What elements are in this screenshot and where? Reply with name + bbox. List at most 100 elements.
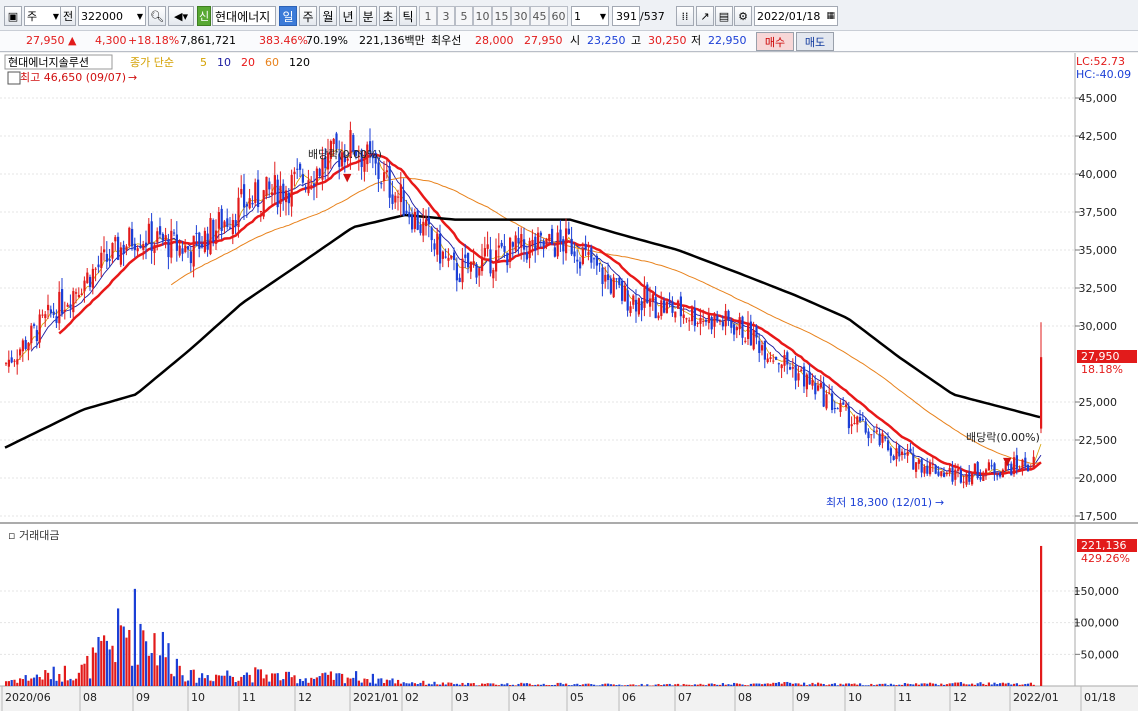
market-select[interactable]: 주 ▼ [24, 6, 62, 26]
volume-plot-area[interactable] [0, 524, 1075, 686]
candle-body [178, 245, 181, 256]
volume-bar [749, 683, 752, 686]
buy-button[interactable]: 매수 [756, 32, 794, 51]
ma20-line [58, 153, 1042, 476]
interval-15-button[interactable]: 15 [492, 6, 511, 26]
volume-bar [145, 641, 148, 686]
candle-body [318, 168, 321, 176]
candle-body [1015, 455, 1018, 469]
ma-legend[interactable]: 5 10 20 60 120 [200, 56, 310, 69]
candle-body [394, 195, 397, 203]
low-marker-label: 최저 18,300 (12/01) [826, 496, 932, 509]
candle-body [587, 252, 590, 255]
chart-menu-icon[interactable]: ▣ [4, 6, 22, 26]
interval-5-button[interactable]: 5 [455, 6, 473, 26]
stock-name-field[interactable]: 현대에너지 [212, 6, 276, 26]
candle-body [618, 277, 621, 285]
count-value: 391 [616, 9, 637, 23]
candle-body [601, 267, 604, 285]
draw-tool-icon[interactable]: ↗ [696, 6, 714, 26]
volume-bar [761, 684, 764, 686]
save-icon[interactable]: ▤ [715, 6, 733, 26]
mode-toggle[interactable]: 전 [60, 6, 76, 26]
count-input[interactable]: 391 [612, 6, 640, 26]
interval-10-button[interactable]: 10 [473, 6, 492, 26]
period-second-button[interactable]: 초 [379, 6, 397, 26]
speaker-icon[interactable]: ◀▾ [168, 6, 194, 26]
period-weekly-button[interactable]: 주 [299, 6, 317, 26]
best-quote-label: 최우선 [431, 34, 462, 47]
volume-bar [836, 685, 839, 686]
period-tick-button[interactable]: 틱 [399, 6, 417, 26]
stock-name-label: 현대에너지솔루션 [8, 56, 89, 69]
volume-bar [1004, 683, 1007, 686]
volume-bar [19, 678, 22, 686]
up-arrow-icon: ▲ [68, 34, 77, 47]
volume-bar [481, 683, 484, 686]
high-marker-label: 최고 46,650 (09/07) [20, 71, 126, 84]
volume-bar [909, 684, 912, 686]
candle-body [873, 430, 876, 432]
candle-body [450, 255, 453, 259]
candle-body [371, 155, 374, 159]
candle-body [453, 252, 456, 261]
interval-60-button[interactable]: 60 [549, 6, 568, 26]
interval-30-button[interactable]: 30 [511, 6, 530, 26]
volume-bar [632, 684, 635, 686]
volume-bar [948, 683, 951, 686]
volume-bar [5, 681, 8, 686]
candle-body [646, 284, 649, 303]
candle-body [579, 261, 582, 269]
candle-body [175, 234, 178, 251]
stock-name-box[interactable] [4, 54, 113, 70]
x-tick-label: 09 [796, 691, 810, 704]
volume-bar [391, 678, 394, 686]
interval-1-button[interactable]: 1 [419, 6, 437, 26]
volume-bar [682, 683, 685, 686]
candle-body [542, 240, 545, 247]
period-daily-button[interactable]: 일 [279, 6, 297, 26]
gear-icon[interactable]: ⚙ [734, 6, 752, 26]
candle-body [702, 320, 705, 322]
volume-bar [58, 673, 61, 686]
period-minute-button[interactable]: 분 [359, 6, 377, 26]
volume-bar [346, 677, 349, 686]
candle-body [514, 235, 517, 251]
low-label: 저 [691, 34, 702, 47]
candle-body [973, 463, 976, 473]
volume-bar [923, 683, 926, 686]
period-monthly-button[interactable]: 월 [319, 6, 337, 26]
chart-tool-icon[interactable]: ⁞⁞ [676, 6, 694, 26]
volume-bar [747, 685, 750, 686]
volume-bar [553, 684, 556, 686]
table-toggle-icon[interactable] [7, 71, 21, 85]
x-tick-label: 08 [738, 691, 752, 704]
volume-bar [579, 684, 582, 686]
volume-bar [839, 683, 842, 686]
volume-bar [237, 680, 240, 686]
candle-body [413, 211, 416, 229]
interval-3-button[interactable]: 3 [437, 6, 455, 26]
sell-button[interactable]: 매도 [796, 32, 834, 51]
volume-bar [201, 673, 204, 686]
volume-bar [212, 681, 215, 686]
search-icon[interactable]: 🔍︎ [148, 6, 166, 26]
stock-code-input[interactable]: 322000 ▼ [78, 6, 146, 26]
volume-bar [693, 684, 696, 686]
stock-chart[interactable]: 45,000 42,500 40,000 37,500 35,000 32,500 30,0… [0, 53, 1138, 711]
candle-body [315, 168, 318, 185]
candle-body [635, 299, 638, 312]
price-tick-label: 22,500 [1079, 434, 1118, 447]
candle-body [912, 453, 915, 470]
interval-45-button[interactable]: 45 [530, 6, 549, 26]
new-badge: 신 [197, 6, 211, 26]
period-yearly-button[interactable]: 년 [339, 6, 357, 26]
interval-select[interactable]: 1 ▼ [571, 6, 609, 26]
volume-bar [850, 683, 853, 686]
date-input[interactable]: 2022/01/18 ▦ [754, 6, 838, 26]
candle-body [223, 221, 226, 227]
volume-bar [752, 683, 755, 686]
volume-bar [195, 682, 198, 686]
volume-bar [33, 677, 36, 686]
volume-tag-text: 221,136 [1081, 539, 1127, 552]
